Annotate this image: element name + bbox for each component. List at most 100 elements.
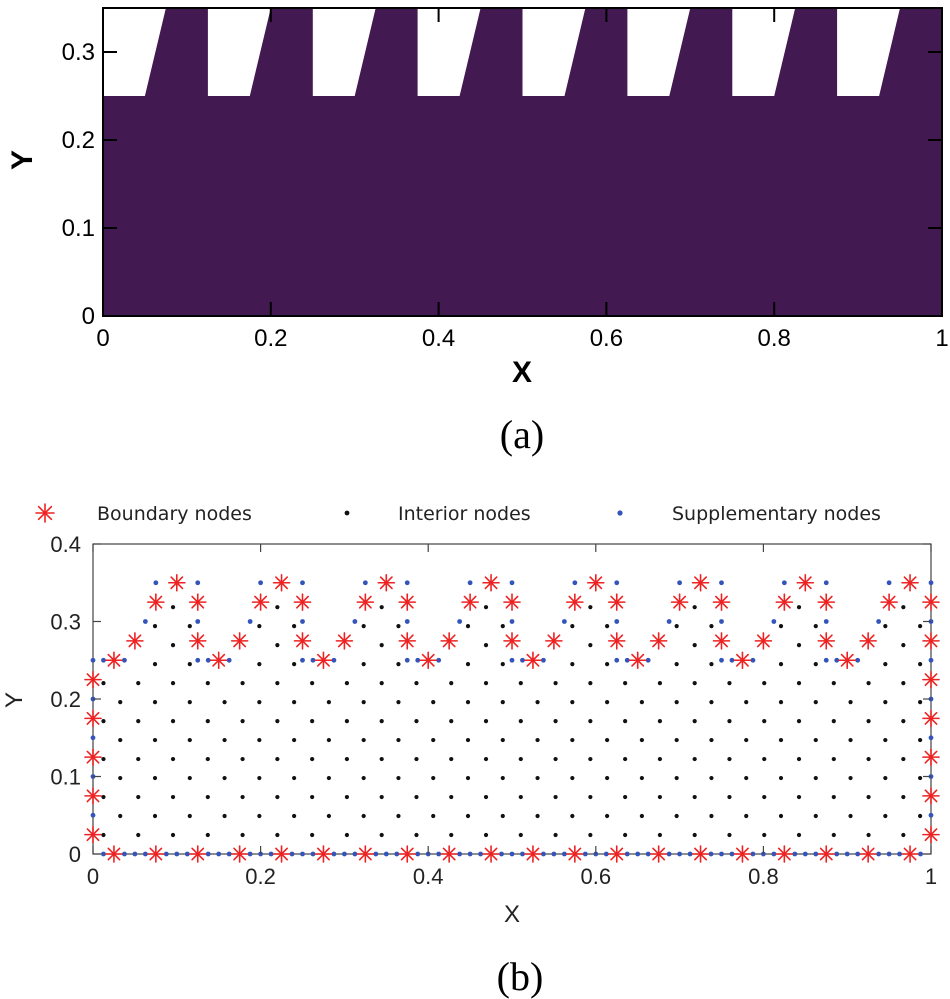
interior-node [553,794,558,800]
supplementary-node [771,619,777,624]
interior-node [813,700,818,705]
boundary-node-stroke [86,789,100,803]
boundary-node [566,845,584,863]
interior-node [379,756,384,762]
supplementary-node [509,657,515,663]
interior-node [187,700,192,705]
interior-node [692,756,697,762]
interior-node [396,624,401,629]
boundary-node [84,787,102,805]
interior-node [483,605,489,610]
interior-node [414,718,419,724]
boundary-node [691,573,710,592]
interior-node [901,605,906,610]
boundary-node [775,845,794,863]
supplementary-node [373,851,379,857]
interior-node [605,662,610,667]
interior-node [918,700,923,705]
boundary-node [356,593,375,611]
interior-node [762,794,767,800]
supplementary-node [823,619,829,624]
boundary-node-stroke [735,653,749,667]
supplementary-node [719,657,724,663]
supplementary-node [499,851,504,857]
boundary-node-stroke [568,595,582,609]
interior-node [152,700,158,705]
interior-node [449,756,454,762]
supplementary-node [855,657,861,663]
legend-label-interior-nodes: Interior nodes [398,503,531,525]
interior-node [535,700,540,705]
interior-node [292,700,297,705]
interior-node [361,624,366,629]
interior-node [170,718,176,724]
boundary-node [335,632,354,650]
legend-item-supplementary-nodes: Supplementary nodes [617,503,881,525]
boundary-node-stroke [233,634,247,648]
boundary-node [922,593,940,611]
interior-node [240,681,245,686]
supplementary-node [541,851,546,857]
interior-node [831,718,836,724]
supplementary-node [635,851,641,857]
boundary-node [272,845,291,863]
supplementary-node [624,657,630,663]
supplementary-node [436,657,442,663]
interior-node [535,737,540,743]
boundary-node-stroke [861,847,875,861]
interior-node [918,624,923,629]
interior-node [796,605,802,610]
legend-item-interior-nodes: Interior nodes [344,503,531,525]
interior-node [866,794,871,800]
interior-node [396,737,401,743]
interior-node [240,718,245,724]
interior-node [136,681,141,686]
x-tick-label: 0.8 [748,864,779,889]
interior-node [727,794,732,800]
interior-node [778,624,784,629]
interior-node [170,643,176,648]
supplementary-node [719,619,724,624]
supplementary-node [352,851,358,857]
boundary-node-stroke [170,576,184,590]
interior-node [500,624,505,629]
panel-a-ticks: 0 0.2 0.4 0.6 0.8 1 0 0.1 0.2 0.3 [62,8,949,352]
interior-node [883,813,888,819]
interior-node [692,681,697,686]
interior-node [778,737,784,743]
interior-node [883,775,888,781]
supplementary-node [729,657,735,663]
interior-node [101,718,106,724]
boundary-node-stroke [652,847,666,861]
interior-node [570,813,575,819]
supplementary-node [876,851,882,857]
interior-node [623,832,628,838]
boundary-node [314,651,333,670]
interior-node [553,756,558,762]
boundary-node-stroke [442,847,456,861]
supplementary-node [268,851,274,857]
panel-a-x-axis-label: X [512,356,532,389]
boundary-node-stroke [631,653,645,667]
boundary-node [754,632,773,650]
interior-node [709,662,714,667]
interior-node [292,813,297,819]
boundary-node [314,845,333,863]
interior-node [396,813,401,819]
boundary-node [398,593,417,611]
boundary-node [105,651,123,670]
interior-node [187,624,192,629]
interior-node [361,775,366,781]
boundary-node [503,632,521,650]
boundary-node [251,593,270,611]
supplementary-node [142,851,148,857]
interior-node [310,832,315,838]
interior-node [500,700,505,705]
interior-node [709,775,714,781]
supplementary-node [928,735,934,741]
boundary-node [126,632,144,650]
supplementary-node [310,657,316,663]
interior-node [901,643,906,648]
interior-node [605,775,610,781]
